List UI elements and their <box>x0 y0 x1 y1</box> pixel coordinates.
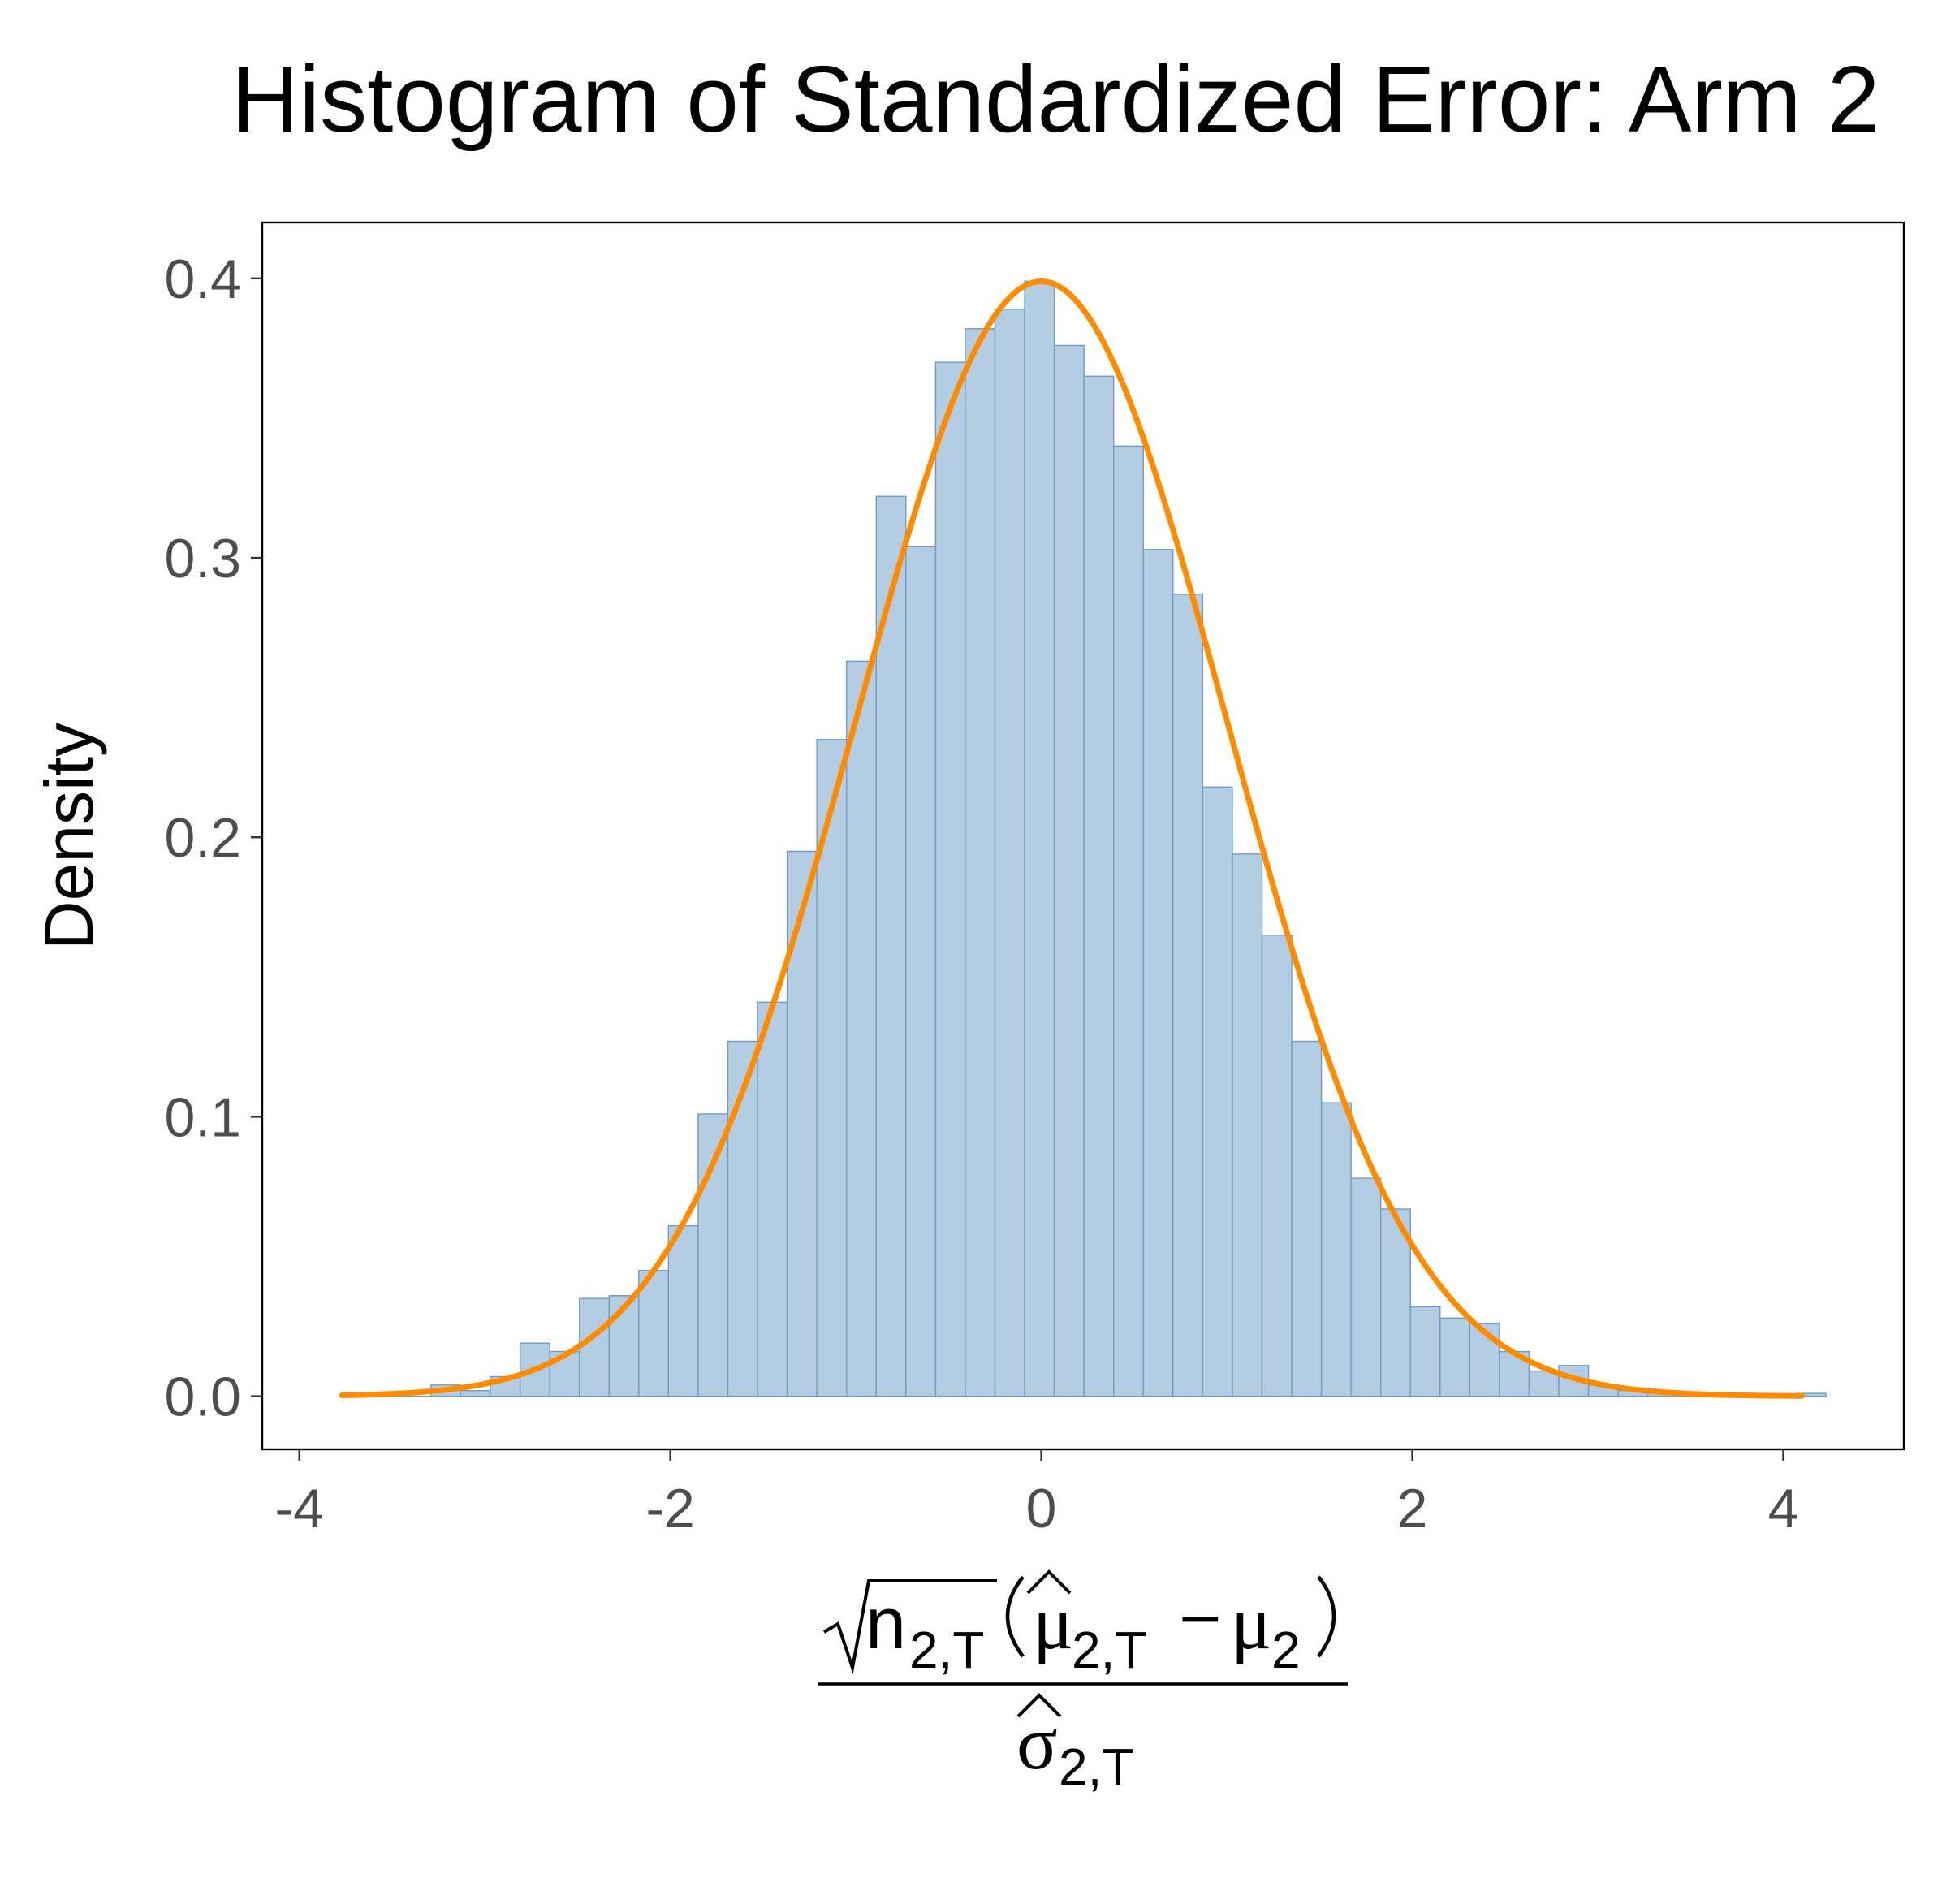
right-parenthesis <box>1317 1575 1336 1658</box>
histogram-bar-30 <box>1232 853 1263 1397</box>
plot-panel-border <box>261 221 1905 1451</box>
histogram-bar-12 <box>697 1113 729 1397</box>
radical-sign <box>822 1579 997 1674</box>
histogram-bar-24 <box>1053 344 1085 1397</box>
x-tick-label: 0 <box>1026 1478 1057 1539</box>
histogram-bar-14 <box>757 1001 788 1397</box>
histogram-bar-29 <box>1202 786 1233 1397</box>
xlabel-sigma-hat: σ <box>1016 1701 1058 1785</box>
histogram-bar-31 <box>1261 934 1293 1397</box>
xlabel-mu-hat-subscript: 2,T <box>1072 1621 1146 1679</box>
xlabel-mu-hat: μ <box>1033 1581 1073 1665</box>
y-tick-label: 0.2 <box>164 807 241 869</box>
histogram-bar-27 <box>1142 549 1174 1397</box>
histogram-bar-22 <box>994 308 1025 1397</box>
x-axis: -4 -2 0 2 4 <box>274 1449 1798 1539</box>
histogram-bar-33 <box>1320 1102 1352 1397</box>
histogram-bar-35 <box>1380 1208 1411 1397</box>
y-tick-label: 0.0 <box>164 1366 241 1428</box>
xlabel-sigma-subscript: 2,T <box>1059 1738 1133 1796</box>
xlabel-root-subscript: 2,T <box>909 1621 984 1679</box>
xlabel-root-n: n <box>865 1583 906 1664</box>
xlabel-mu: μ <box>1231 1581 1271 1665</box>
histogram-bar-34 <box>1350 1177 1382 1397</box>
histogram-bar-37 <box>1439 1317 1471 1397</box>
histogram-bar-36 <box>1409 1306 1441 1397</box>
histogram-bar-10 <box>638 1270 670 1397</box>
histogram-bar-19 <box>905 546 937 1397</box>
x-tick-label: 4 <box>1768 1478 1799 1539</box>
histogram-bar-11 <box>667 1224 699 1397</box>
histogram-bar-18 <box>875 495 907 1397</box>
y-tick-label: 0.3 <box>164 528 241 589</box>
histogram-bars <box>341 280 1827 1397</box>
histogram-bar-21 <box>965 328 996 1397</box>
histogram-bar-17 <box>845 660 877 1397</box>
density-curve-layer <box>339 278 1805 1399</box>
x-tick-label: -4 <box>274 1478 323 1539</box>
y-axis: 0.0 0.1 0.2 0.3 0.4 <box>164 248 262 1428</box>
x-axis-label: n 2,T μ 2,T − μ 2 σ 2,T <box>818 1569 1348 1796</box>
xlabel-minus: − <box>1179 1578 1222 1660</box>
normal-density-curve <box>339 278 1805 1399</box>
x-tick-label: 2 <box>1397 1478 1428 1539</box>
y-tick-label: 0.4 <box>164 248 241 310</box>
histogram-bar-26 <box>1112 445 1144 1397</box>
chart-title: Histogram of Standardized Error: Arm 2 <box>231 46 1880 152</box>
xlabel-mu-subscript: 2 <box>1271 1621 1301 1679</box>
histogram-bar-25 <box>1083 375 1115 1397</box>
x-tick-label: -2 <box>645 1478 694 1539</box>
histogram-bar-20 <box>934 361 966 1397</box>
histogram-bar-4 <box>460 1390 491 1397</box>
histogram-bar-8 <box>578 1297 610 1397</box>
sigma-hat-accent <box>1016 1693 1062 1718</box>
histogram-bar-32 <box>1291 1040 1323 1397</box>
y-tick-label: 0.1 <box>164 1086 241 1148</box>
histogram-bar-28 <box>1172 594 1204 1397</box>
mu-hat-accent <box>1026 1569 1072 1595</box>
histogram-bar-15 <box>786 850 818 1397</box>
y-axis-label: Density <box>31 723 107 950</box>
left-parenthesis <box>1005 1575 1025 1658</box>
histogram-bar-23 <box>1024 280 1055 1397</box>
histogram-bar-13 <box>727 1040 758 1397</box>
